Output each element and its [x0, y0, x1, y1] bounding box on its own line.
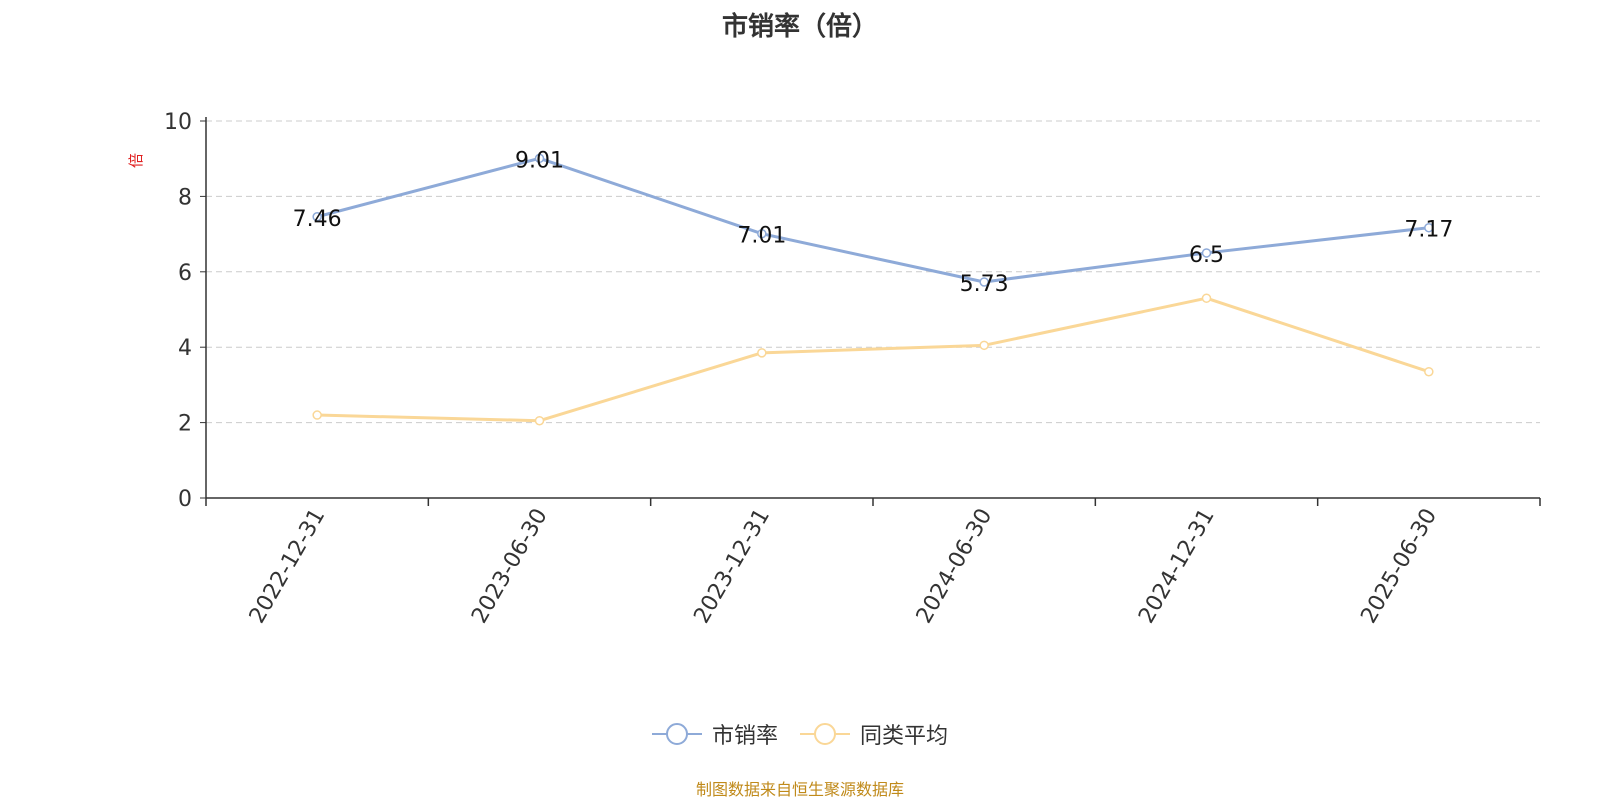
y-tick-label: 4 — [178, 336, 192, 361]
data-point — [1424, 222, 1434, 233]
legend-item-series-1[interactable]: 同类平均 — [800, 718, 948, 750]
data-source-note: 制图数据来自恒生聚源数据库 — [695, 780, 904, 799]
chart-title: 市销率（倍） — [721, 12, 878, 42]
data-label: 9.01 — [515, 148, 564, 173]
data-point — [312, 410, 322, 420]
x-tick-label: 2023-12-31 — [689, 505, 775, 628]
x-tick-label: 2024-06-30 — [912, 505, 998, 628]
data-point — [1201, 293, 1212, 303]
y-tick-label: 10 — [164, 110, 192, 135]
data-point — [534, 415, 545, 426]
line-chart: 0 2 4 6 8 10 2022-12-31 2023-06-30 2023-12-31 202… — [164, 110, 1541, 628]
data-point — [979, 277, 989, 287]
y-tick-label: 8 — [178, 185, 192, 210]
legend: 市销率 同类平均 — [0, 718, 1600, 750]
data-point — [312, 212, 322, 222]
y-tick-label: 6 — [178, 261, 192, 286]
data-point — [757, 228, 767, 239]
data-point — [534, 153, 545, 164]
x-tick-label: 2024-12-31 — [1134, 505, 1220, 628]
data-point — [757, 348, 767, 358]
x-tick-label: 2025-06-30 — [1356, 505, 1442, 628]
legend-label: 同类平均 — [860, 724, 949, 749]
legend-marker-icon — [800, 723, 850, 745]
series-line-0 — [316, 156, 1430, 284]
x-tick-label: 2022-12-31 — [245, 505, 331, 628]
data-point — [1201, 248, 1212, 258]
data-label: 7.46 — [293, 207, 342, 232]
data-point — [1424, 366, 1434, 377]
data-label: 6.5 — [1189, 243, 1224, 268]
data-label: 7.17 — [1404, 218, 1453, 243]
y-tick-label: 2 — [178, 412, 192, 437]
legend-label: 市销率 — [711, 724, 778, 749]
data-point — [979, 340, 989, 351]
y-tick-label: 0 — [178, 487, 192, 512]
x-tick-label: 2023-06-30 — [467, 505, 553, 628]
data-label: 7.01 — [737, 224, 786, 249]
data-label: 5.73 — [960, 272, 1009, 297]
legend-item-series-0[interactable]: 市销率 — [651, 718, 778, 750]
legend-marker-icon — [651, 723, 702, 745]
series-line-1 — [317, 296, 1430, 423]
